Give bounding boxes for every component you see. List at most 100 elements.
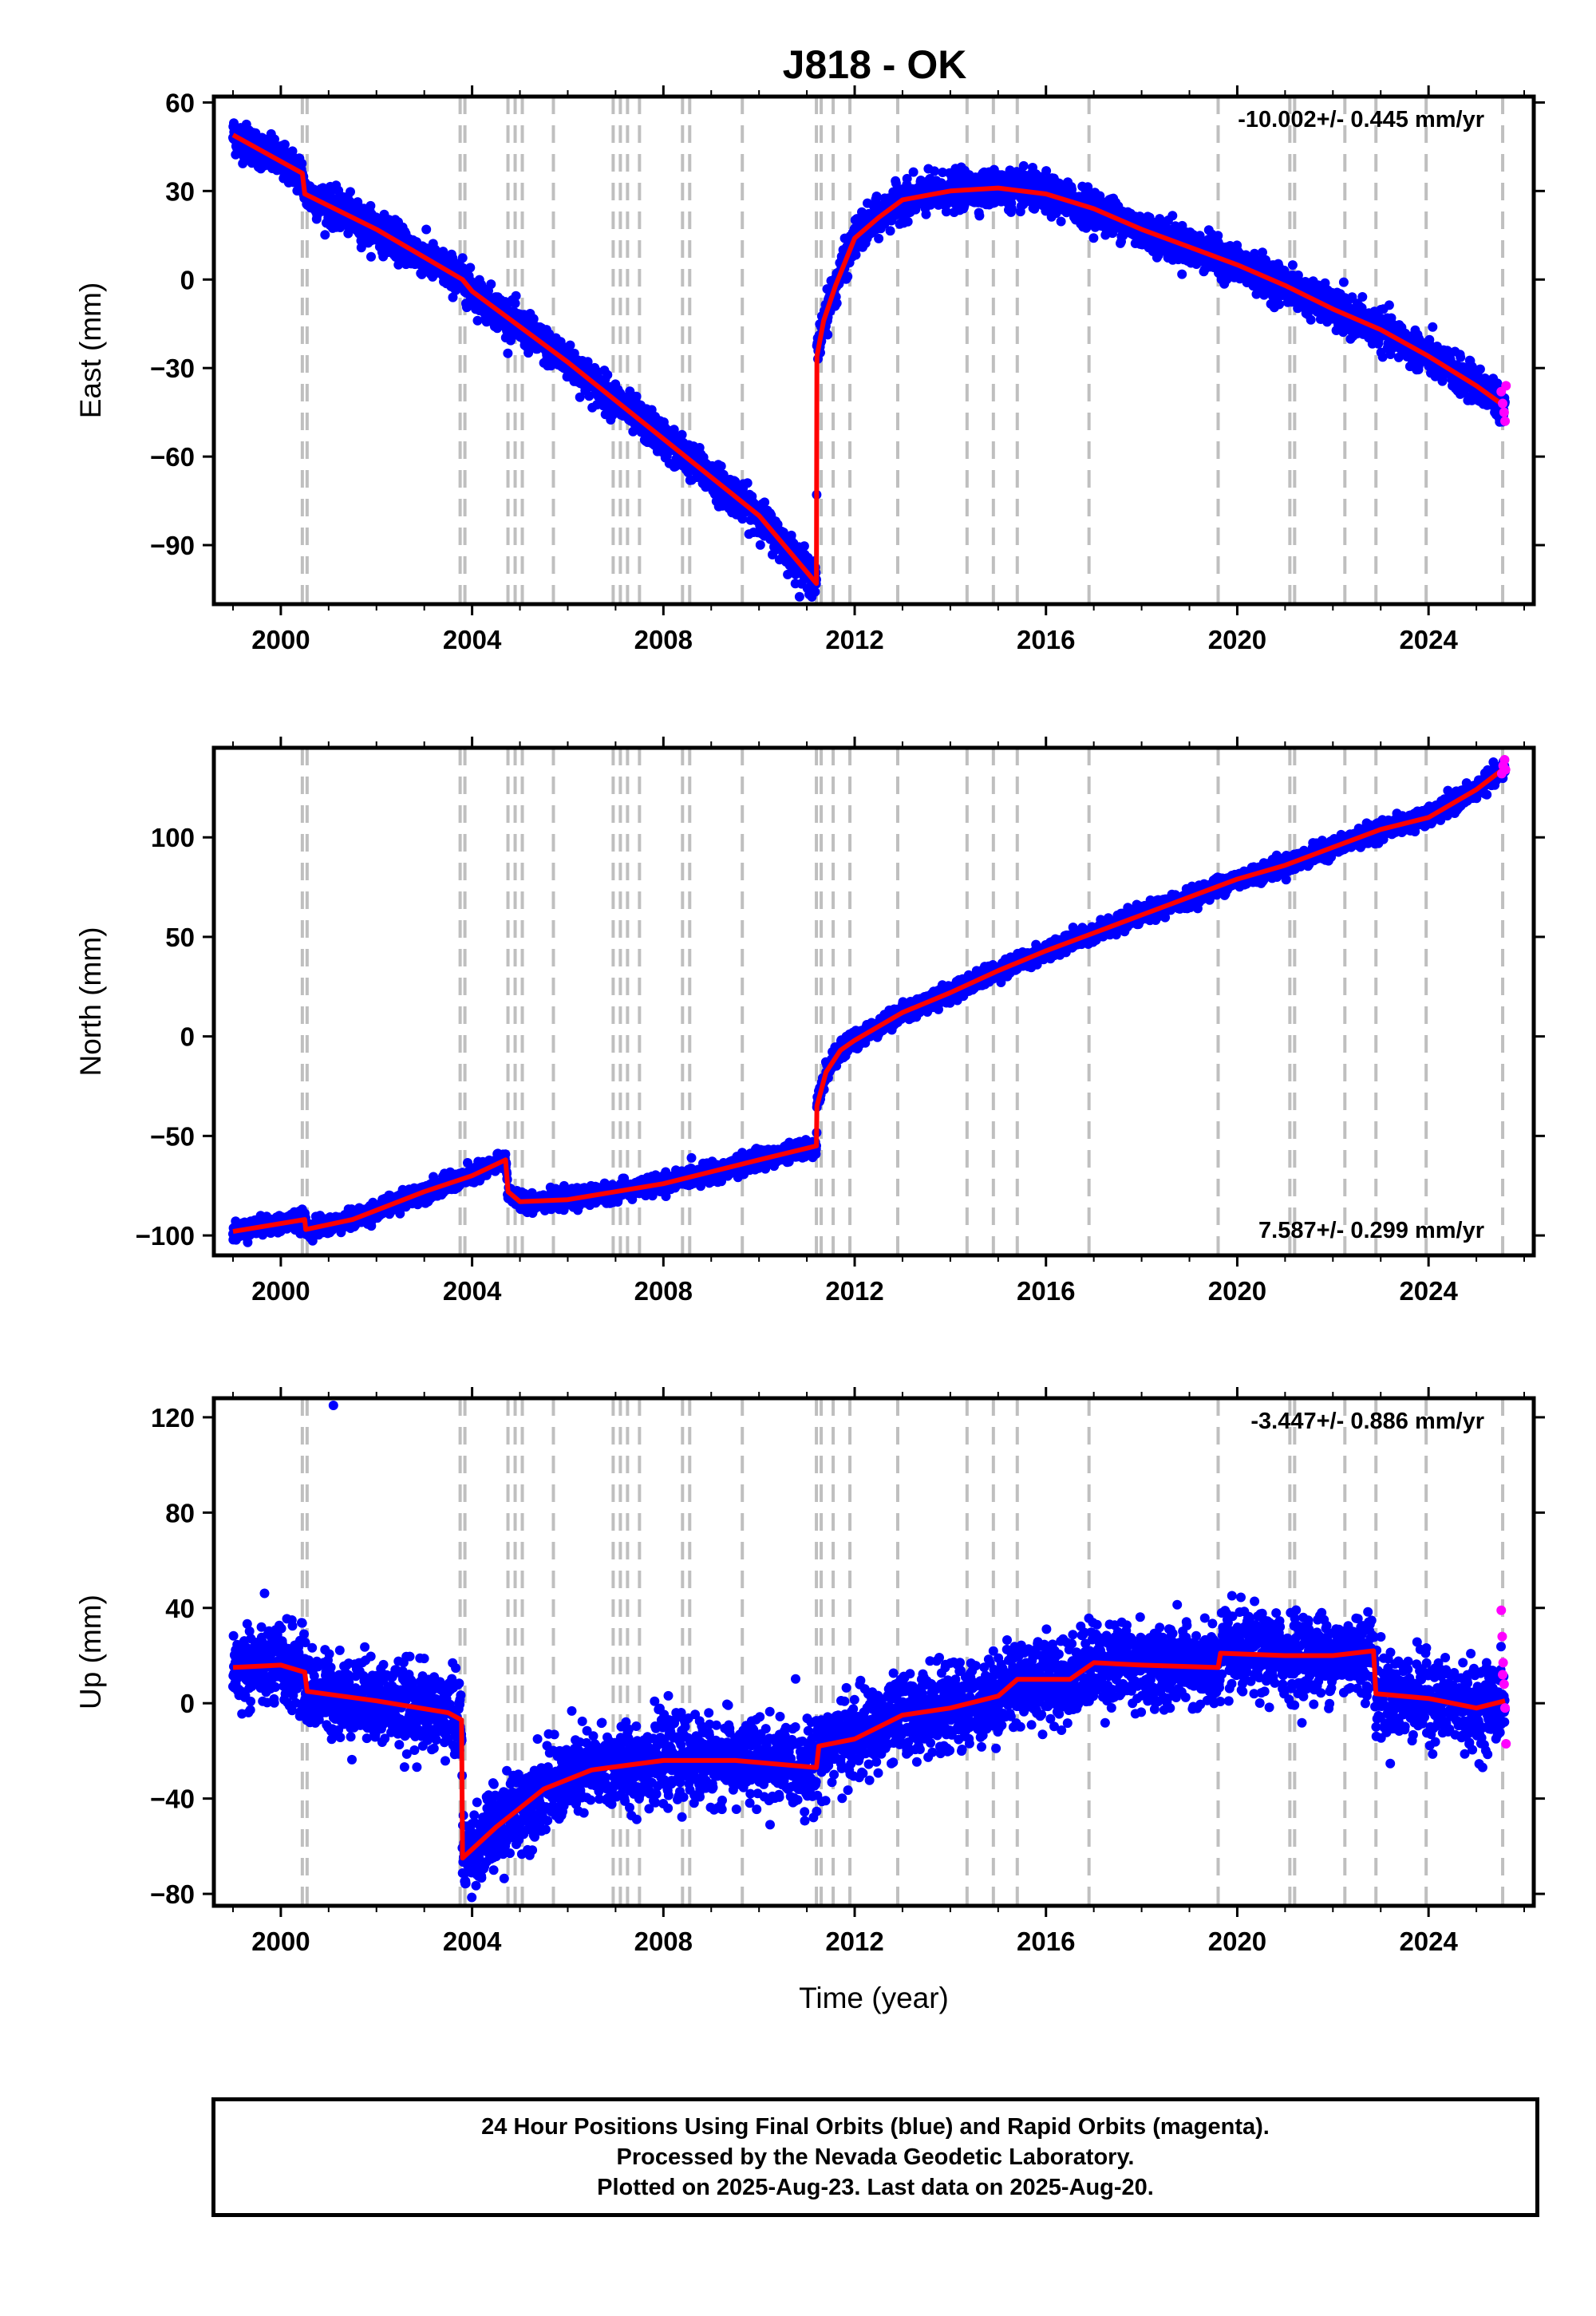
data-point xyxy=(974,211,985,221)
data-point xyxy=(1428,322,1438,332)
data-point xyxy=(1083,182,1093,192)
data-point xyxy=(465,263,476,273)
data-point xyxy=(575,392,585,402)
chart-title: J818 - OK xyxy=(783,42,967,87)
data-point xyxy=(1384,300,1394,310)
data-point xyxy=(1347,292,1357,302)
data-point xyxy=(903,216,913,227)
data-point xyxy=(755,539,765,550)
rate-label: -10.002+/- 0.445 mm/yr xyxy=(1238,107,1484,132)
x-tick-label: 2000 xyxy=(251,625,310,654)
data-point xyxy=(851,250,861,260)
rapid-point xyxy=(1500,416,1511,426)
data-point xyxy=(366,251,376,262)
y-tick-label: 0 xyxy=(180,265,195,294)
data-point xyxy=(941,207,951,217)
data-point xyxy=(1195,231,1205,241)
y-tick-label: 60 xyxy=(165,88,195,117)
data-point xyxy=(794,591,804,602)
data-point xyxy=(356,243,366,253)
data-point xyxy=(1177,269,1187,279)
data-point xyxy=(874,233,884,243)
panel-2: 2000 2004 2008 2012 2016 2020 2024100500−50−10… xyxy=(74,737,1545,1306)
data-point xyxy=(1258,247,1267,258)
model-line xyxy=(231,132,1507,587)
x-tick-label: 2004 xyxy=(443,625,502,654)
panels: 2000 2004 2008 2012 2016 2020 202460300−30−60−… xyxy=(74,85,1545,2014)
rapid-point xyxy=(1498,398,1508,409)
data-point xyxy=(786,530,796,540)
data-point xyxy=(583,357,593,367)
data-point xyxy=(832,298,842,308)
data-point xyxy=(730,476,741,487)
data-point xyxy=(602,370,613,380)
final-orbit-series xyxy=(228,118,1510,602)
data-point xyxy=(938,168,948,177)
data-point xyxy=(823,330,833,340)
data-point xyxy=(346,187,355,197)
data-point xyxy=(1041,166,1052,176)
data-point xyxy=(486,279,496,290)
data-point xyxy=(510,298,520,309)
data-point xyxy=(279,140,290,149)
data-point xyxy=(902,173,912,184)
data-point xyxy=(1088,233,1099,243)
data-point xyxy=(1274,299,1285,310)
data-point xyxy=(421,224,432,235)
data-point xyxy=(1338,277,1349,287)
data-point xyxy=(677,429,687,440)
data-point xyxy=(472,315,483,326)
panel-1: 2000 2004 2008 2012 2016 2020 202460300−30−60−… xyxy=(74,85,1545,654)
data-point xyxy=(871,192,882,201)
data-point xyxy=(799,541,809,551)
data-point xyxy=(365,200,376,211)
rapid-point xyxy=(1501,381,1511,391)
y-tick-label: −90 xyxy=(150,531,195,560)
data-point xyxy=(457,253,468,263)
data-point xyxy=(670,461,681,472)
data-point xyxy=(1377,352,1388,362)
data-point xyxy=(320,230,330,240)
data-point xyxy=(1018,160,1029,171)
x-tick-label: 2016 xyxy=(1017,625,1075,654)
data-point xyxy=(287,146,298,156)
rapid-orbit-series xyxy=(1496,381,1511,426)
y-tick-label: 30 xyxy=(165,176,195,206)
data-point xyxy=(528,314,539,324)
data-point xyxy=(1167,211,1178,221)
y-tick-label: −60 xyxy=(150,442,195,472)
data-point xyxy=(270,134,279,144)
plot-frame xyxy=(211,94,1536,607)
data-point xyxy=(1250,248,1260,259)
data-point xyxy=(783,569,793,579)
data-point xyxy=(1056,216,1066,227)
data-point xyxy=(631,391,642,401)
data-point xyxy=(760,497,770,508)
y-axis-label: East (mm) xyxy=(74,283,107,419)
data-point xyxy=(229,118,239,128)
data-point xyxy=(1006,204,1017,214)
y-tick-label: −30 xyxy=(150,354,195,383)
data-point xyxy=(716,461,726,472)
data-point xyxy=(1475,364,1485,374)
x-tick-label: 2024 xyxy=(1399,625,1458,654)
data-point xyxy=(503,348,513,358)
data-point xyxy=(1456,352,1466,362)
data-point xyxy=(930,166,939,176)
data-point xyxy=(1287,260,1298,271)
data-point xyxy=(1306,314,1316,325)
data-point xyxy=(1357,292,1368,302)
data-point xyxy=(885,226,895,236)
final-orbit-series xyxy=(228,757,1510,1247)
data-point xyxy=(921,209,931,219)
plot-area xyxy=(228,748,1511,1255)
data-point xyxy=(742,478,753,488)
data-point xyxy=(843,271,853,282)
data-point xyxy=(810,587,820,597)
rapid-point xyxy=(1499,407,1509,417)
data-point xyxy=(565,340,575,350)
plot-area xyxy=(228,97,1511,604)
data-point xyxy=(908,167,918,177)
x-tick-label: 2020 xyxy=(1208,625,1266,654)
